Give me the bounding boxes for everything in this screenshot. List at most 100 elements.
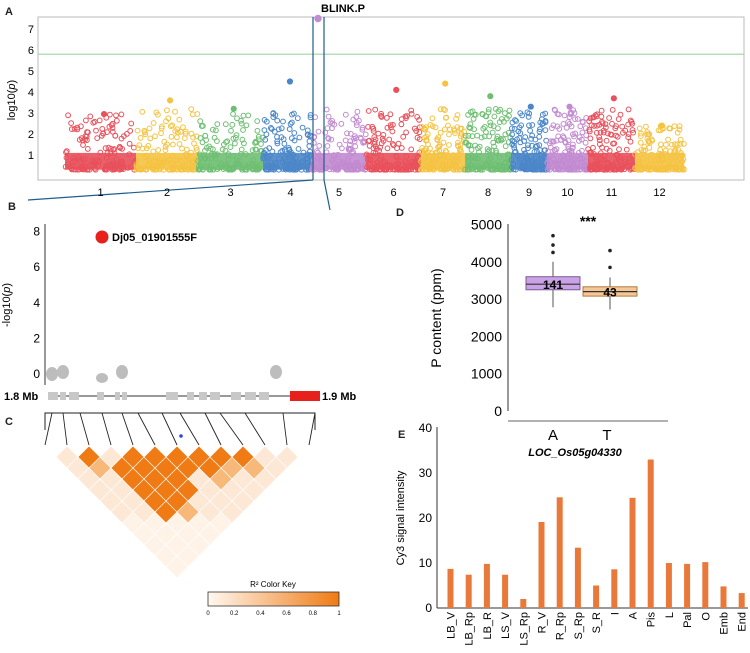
manhattan-point [299,124,306,131]
chromosome-label: 7 [440,187,446,199]
box-y-tick-label: 2000 [471,328,502,344]
manhattan-point [389,128,396,135]
color-key-tick-label: 1 [337,611,341,617]
manhattan-point [574,116,581,122]
manhattan-point [245,112,252,119]
manhattan-point [517,139,524,146]
manhattan-point [127,128,134,134]
expression-category-label: R_Rp [555,612,567,640]
manhattan-chromosome-labels: 1 2 3 4 5 6 7 8 9 10 11 12 [97,187,665,199]
manhattan-point [579,129,586,136]
manhattan-point [130,144,137,151]
manhattan-point [228,127,234,134]
candidate-gene [290,391,320,401]
manhattan-point [194,111,201,117]
manhattan-point [162,147,169,154]
box-y-tick-label: 1000 [471,366,502,382]
manhattan-point [278,125,285,132]
manhattan-point [403,115,409,121]
manhattan-point [286,126,293,133]
manhattan-point [274,138,281,145]
manhattan-point [183,146,190,153]
manhattan-point [274,117,281,124]
manhattan-point [222,147,229,154]
manhattan-point [636,125,643,132]
manhattan-point [93,127,99,134]
manhattan-point [408,146,415,153]
manhattan-point [529,122,536,128]
manhattan-point [442,107,448,113]
snp-axis-bracket [44,412,316,430]
manhattan-point [644,129,651,135]
manhattan-point [170,141,176,148]
manhattan-point [590,144,596,151]
manhattan-point [505,129,512,136]
manhattan-point [311,133,318,140]
manhattan-point [316,143,323,149]
manhattan-point [207,145,214,152]
expression-bar [647,459,654,608]
manhattan-point [102,145,109,152]
manhattan-point [675,147,682,153]
manhattan-point [542,119,549,126]
zoom-connector-left [27,179,314,201]
manhattan-point [596,134,603,141]
box-count-label: 43 [603,286,617,300]
manhattan-point [586,126,593,133]
manhattan-point [619,123,626,130]
manhattan-point [492,106,499,112]
expression-category-label: Pis [646,612,658,628]
manhattan-point [238,120,245,127]
manhattan-point [667,125,674,132]
manhattan-point [498,137,505,144]
manhattan-point [80,137,86,144]
manhattan-baseline-band [588,152,635,170]
color-key-tick-label: 0 [206,611,210,617]
chromosome-label: 5 [336,187,342,199]
manhattan-point [128,120,135,127]
color-key-tick-label: 0.6 [282,611,291,617]
manhattan-point [306,143,313,150]
manhattan-point [676,123,683,130]
manhattan-peak-point [393,86,400,94]
manhattan-point [360,139,367,146]
manhattan-point [593,129,600,136]
expression-y-axis-label: Cy3 signal intensity [395,470,407,565]
manhattan-point [613,123,619,130]
manhattan-point [529,142,535,149]
manhattan-point [434,137,441,144]
color-key-ticks: 0 0.2 0.4 0.6 0.8 1 [206,611,341,617]
manhattan-point [597,141,603,148]
box-outlier [551,233,555,238]
manhattan-point [525,142,531,149]
manhattan-point [109,120,116,127]
manhattan-y-tick-label: 4 [28,87,34,99]
expression-category-label: LB_Rp [464,612,476,646]
manhattan-point [625,106,632,113]
manhattan-point [234,115,240,122]
manhattan-point [627,138,634,145]
manhattan-point [230,111,236,117]
gene-model [166,392,178,400]
manhattan-point [665,136,671,143]
box-groups: 141 A 43 T [525,233,638,444]
manhattan-peak-point [167,97,174,104]
manhattan-point [134,127,141,134]
manhattan-point [359,126,366,133]
ld-marker-dot [179,434,183,438]
manhattan-point [663,141,669,148]
manhattan-baseline-band [263,152,312,170]
manhattan-point [416,129,423,136]
manhattan-point [289,135,295,142]
manhattan-point [107,111,113,118]
manhattan-peak-point [658,122,666,129]
manhattan-point [147,135,154,142]
manhattan-point [486,147,493,154]
manhattan-peak-point [527,103,534,110]
manhattan-point [674,141,681,148]
expression-category-label: S_R [591,612,603,633]
manhattan-point [487,119,494,126]
manhattan-peak-point [100,110,108,118]
manhattan-point [254,118,261,124]
manhattan-point [152,133,158,140]
